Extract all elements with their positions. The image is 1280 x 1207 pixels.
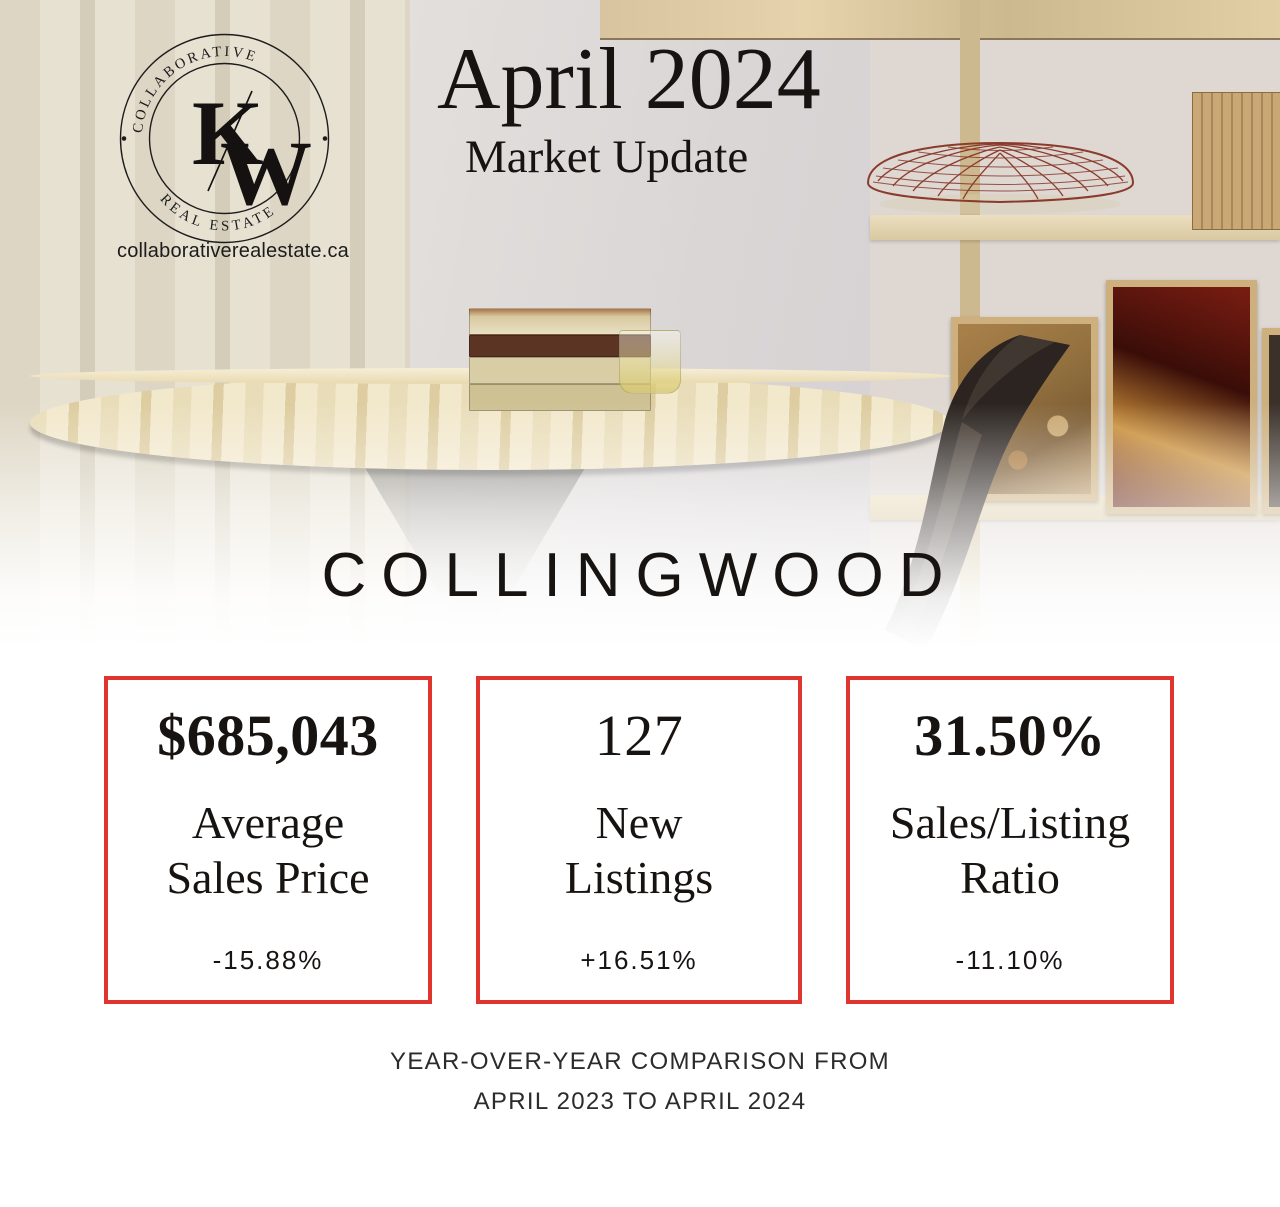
svg-text:W: W (220, 122, 312, 224)
